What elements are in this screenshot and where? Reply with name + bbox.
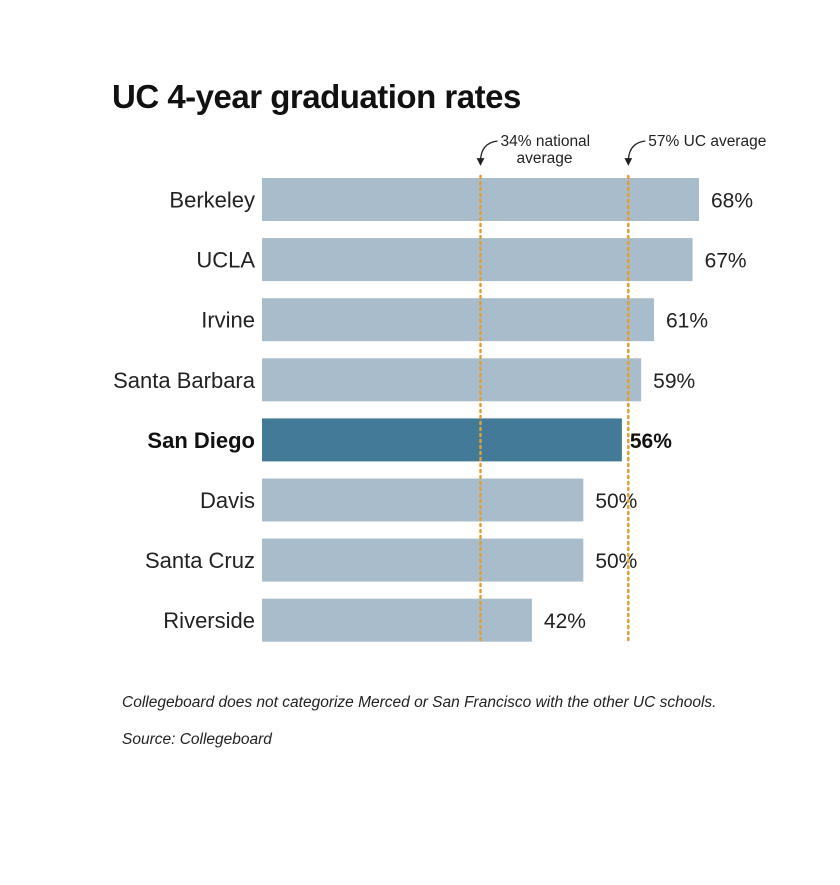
chart-title: UC 4-year graduation rates [112, 78, 521, 115]
reference-label-34-line-1: 34% national [501, 133, 591, 150]
bar-ucla [262, 238, 693, 282]
reference-label-57-line-1: 57% UC average [648, 133, 766, 150]
value-label-davis: 50% [595, 490, 637, 513]
value-label-riverside: 42% [544, 610, 586, 633]
bar-san-diego [262, 418, 622, 462]
category-label-riverside: Riverside [163, 608, 255, 633]
bar-santa-cruz [262, 538, 584, 582]
category-label-berkeley: Berkeley [169, 188, 255, 213]
source-note: Source: Collegeboard [122, 731, 272, 748]
category-label-irvine: Irvine [201, 308, 255, 333]
bar-davis [262, 478, 584, 522]
footnote: Collegeboard does not categorize Merced … [122, 694, 717, 711]
reference-arrow-57 [624, 140, 646, 166]
bar-irvine [262, 298, 655, 342]
category-label-santa-cruz: Santa Cruz [145, 548, 255, 573]
value-label-berkeley: 68% [711, 190, 753, 213]
category-label-san-diego: San Diego [147, 428, 255, 453]
reference-label-34-line-2: average [516, 150, 572, 167]
category-label-davis: Davis [200, 488, 255, 513]
value-label-ucla: 67% [705, 250, 747, 273]
bar-riverside [262, 598, 532, 642]
bar-santa-barbara [262, 358, 642, 402]
value-label-irvine: 61% [666, 310, 708, 333]
category-label-santa-barbara: Santa Barbara [113, 368, 256, 393]
category-label-ucla: UCLA [196, 248, 255, 273]
reference-arrow-34 [476, 140, 498, 166]
value-label-santa-cruz: 50% [595, 550, 637, 573]
value-label-santa-barbara: 59% [653, 370, 695, 393]
value-label-san-diego: 56% [630, 430, 672, 453]
